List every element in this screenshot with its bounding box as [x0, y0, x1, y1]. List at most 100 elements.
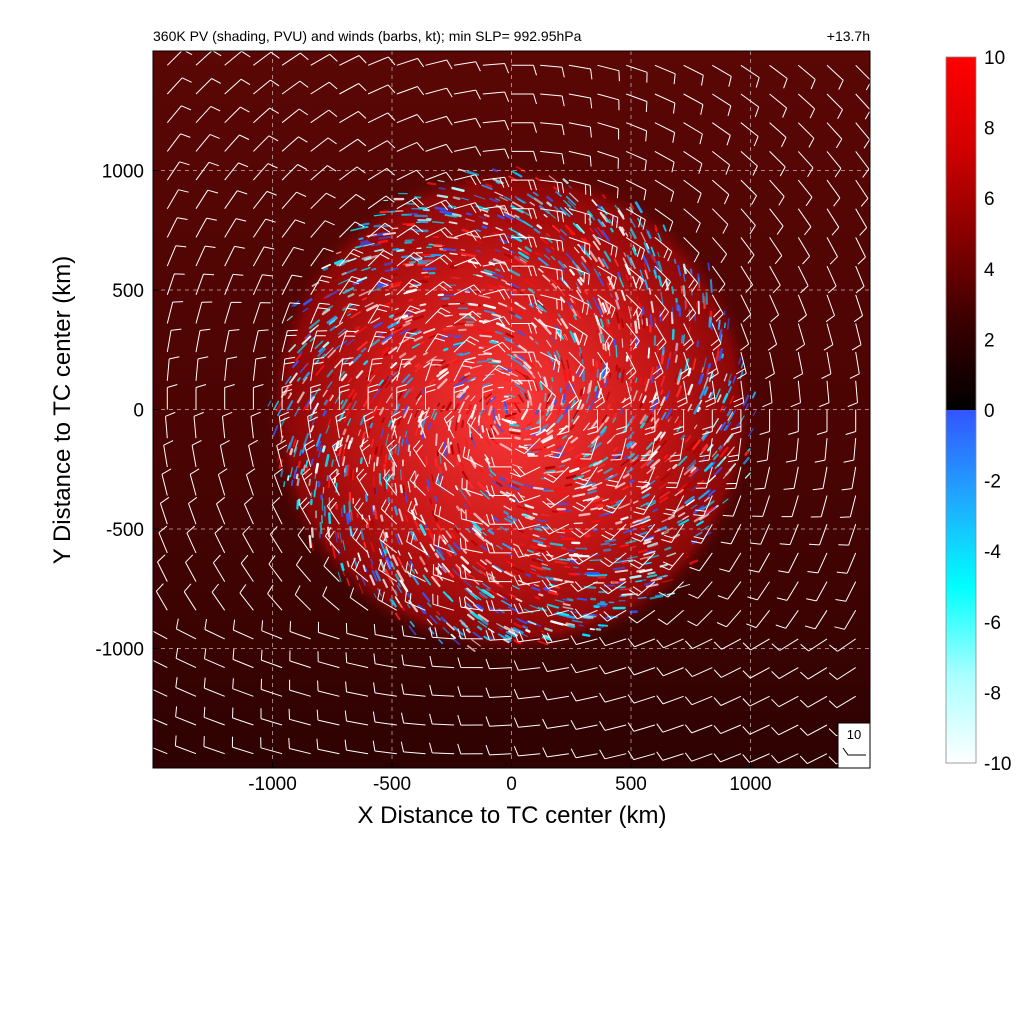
pv-filament: [693, 424, 698, 430]
pv-filament: [485, 373, 495, 377]
pv-filament: [615, 520, 623, 525]
wind-barb: [367, 331, 387, 353]
pv-filament: [717, 320, 721, 330]
pv-filament: [553, 487, 567, 491]
pv-filament: [592, 234, 602, 246]
pv-filament: [417, 395, 422, 401]
pv-filament: [588, 400, 595, 410]
wind-barb: [797, 151, 814, 177]
pv-filament: [363, 541, 367, 549]
wind-barb: [396, 278, 422, 296]
pv-filament: [587, 489, 597, 495]
pv-filament: [539, 237, 549, 245]
wind-barb: [367, 357, 383, 381]
wind-barb: [513, 717, 541, 728]
wind-barb: [281, 219, 306, 238]
pv-filament: [435, 360, 446, 368]
wind-barb: [425, 384, 436, 410]
pv-filament: [533, 378, 540, 390]
pv-filament: [538, 304, 547, 313]
pv-filament: [556, 331, 562, 338]
pv-filament: [322, 267, 329, 272]
pv-filament: [439, 452, 442, 464]
pv-filament: [423, 328, 436, 334]
wind-barb: [625, 150, 647, 171]
wind-barb: [540, 236, 564, 252]
pv-filament: [563, 280, 571, 290]
pv-filament: [505, 282, 511, 286]
wind-barb: [819, 380, 830, 408]
pv-filament: [657, 275, 663, 287]
pv-filament: [532, 486, 544, 490]
wind-barb: [839, 495, 857, 518]
pv-filament: [594, 385, 598, 392]
wind-barb: [195, 105, 221, 124]
wind-barb: [775, 610, 799, 629]
wind-barb: [453, 230, 482, 241]
wind-barb: [570, 635, 598, 645]
pv-filament: [414, 568, 418, 574]
wind-barb: [232, 619, 254, 640]
pv-filament: [529, 564, 544, 571]
pv-filament: [438, 466, 443, 475]
wind-barb: [322, 586, 340, 611]
wind-barb: [429, 713, 455, 726]
pv-filament: [326, 369, 334, 378]
pv-filament: [340, 373, 348, 382]
y-tick-label: -500: [106, 520, 144, 541]
pv-filament: [467, 480, 474, 489]
pv-filament: [640, 231, 647, 243]
pv-filament: [603, 467, 613, 475]
pv-filament: [671, 306, 674, 320]
pv-filament: [605, 391, 611, 401]
pv-filament: [350, 509, 353, 521]
wind-barb: [166, 77, 192, 95]
pv-filament: [585, 393, 590, 404]
pv-filament: [509, 311, 516, 316]
pv-filament: [437, 179, 445, 183]
pv-filament: [481, 345, 493, 349]
pv-filament: [414, 470, 418, 480]
pv-filament: [485, 183, 493, 188]
pv-filament: [640, 422, 646, 429]
pv-filament: [587, 486, 597, 492]
pv-filament: [303, 298, 313, 306]
pv-filament: [470, 364, 482, 370]
pv-filament: [419, 303, 427, 307]
pv-filament: [447, 236, 459, 240]
pv-filament: [373, 509, 378, 520]
wind-barb: [224, 273, 244, 295]
wind-barb: [855, 122, 870, 149]
wind-barb: [224, 162, 249, 181]
pv-filament: [369, 374, 376, 382]
wind-barb: [540, 179, 565, 194]
pv-filament: [454, 524, 459, 529]
wind-barb: [459, 538, 483, 554]
pv-filament: [541, 323, 552, 335]
pv-filament: [435, 567, 443, 576]
pv-filament: [575, 282, 581, 289]
pv-filament: [293, 469, 297, 479]
pv-filament: [461, 470, 469, 482]
wind-barb: [511, 179, 537, 191]
pv-filament: [289, 372, 298, 384]
wind-barb: [396, 305, 420, 324]
pv-filament: [615, 499, 624, 504]
pv-filament: [402, 321, 411, 327]
pv-filament: [427, 422, 432, 431]
wind-barb: [482, 288, 510, 300]
wind-barb: [676, 380, 688, 408]
pv-filament: [481, 424, 485, 433]
pv-filament: [604, 343, 607, 352]
pv-filament: [607, 319, 610, 325]
pv-filament: [657, 232, 662, 242]
y-tick-label: 1000: [102, 162, 144, 183]
pv-filament: [558, 289, 566, 297]
wind-barb: [373, 682, 397, 697]
pv-filament: [373, 593, 377, 599]
wind-barb: [511, 265, 537, 277]
pv-filament: [703, 386, 709, 396]
wind-barb: [711, 294, 724, 322]
wind-barb: [541, 605, 570, 617]
pv-filament: [530, 545, 538, 550]
